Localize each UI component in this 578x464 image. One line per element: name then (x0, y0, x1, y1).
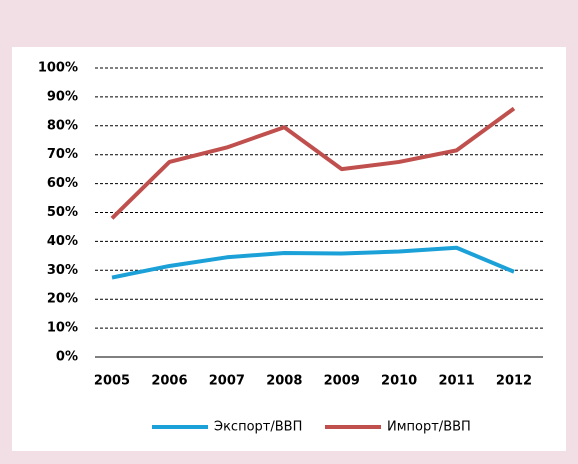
y-tick-label: 30% (47, 263, 78, 278)
legend-label: Импорт/ВВП (387, 420, 471, 435)
x-tick-label: 2012 (496, 374, 532, 389)
x-tick-label: 2011 (438, 374, 474, 389)
y-tick-label: 0% (56, 350, 78, 365)
y-tick-label: 40% (47, 234, 78, 249)
y-tick-label: 70% (47, 147, 78, 162)
x-tick-label: 2006 (151, 374, 187, 389)
y-tick-label: 60% (47, 176, 78, 191)
chart-panel (12, 47, 566, 451)
series-line (111, 245, 515, 280)
y-tick-label: 100% (38, 61, 78, 76)
y-tick-label: 50% (47, 205, 78, 220)
x-tick-label: 2008 (266, 374, 302, 389)
series-line (110, 106, 516, 220)
y-tick-label: 10% (47, 321, 78, 336)
y-tick-label: 20% (47, 292, 78, 307)
x-tick-label: 2009 (324, 374, 360, 389)
x-tick-label: 2005 (94, 374, 130, 389)
x-tick-label: 2010 (381, 374, 417, 389)
x-tick-label: 2007 (209, 374, 245, 389)
legend-label: Экспорт/ВВП (214, 420, 302, 435)
y-tick-label: 90% (47, 89, 78, 104)
y-tick-label: 80% (47, 118, 78, 133)
